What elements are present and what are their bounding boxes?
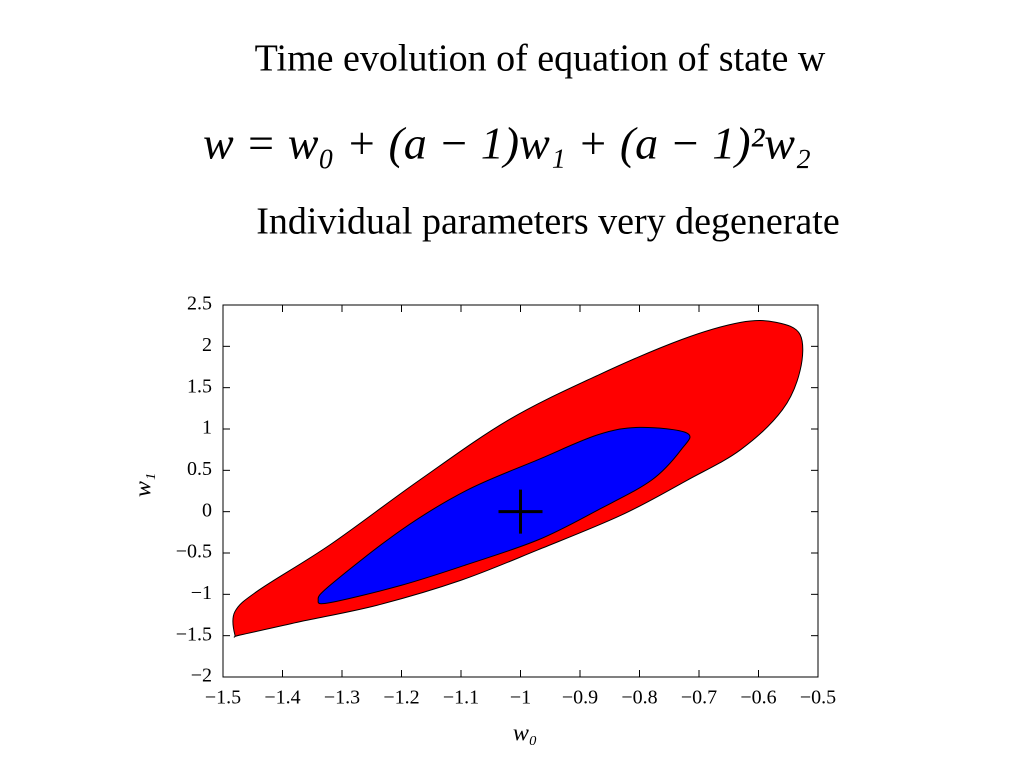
y-tick-label: −1 [191,582,212,604]
x-tick-label: −0.8 [621,687,657,709]
y-tick-label: 0.5 [187,458,212,480]
x-tick-label: −0.9 [562,687,598,709]
fiducial-marker [498,489,543,534]
x-tick-label: −0.7 [681,687,717,709]
x-tick-label: −1 [510,687,531,709]
x-tick-label: −1.2 [383,687,419,709]
y-tick-label: −0.5 [176,541,212,563]
y-tick-label: 0 [202,499,212,521]
y-tick-label: −2 [191,665,212,687]
y-tick-label: 1 [202,417,212,439]
x-tick-label: −1.5 [205,687,241,709]
x-tick-label: −0.6 [740,687,776,709]
x-tick-label: −0.5 [800,687,836,709]
heading: Time evolution of equation of state w [255,38,826,80]
y-tick-label: 1.5 [187,375,212,397]
y-axis-label: w₁ [131,473,157,497]
contour-region [317,426,691,605]
subheading: Individual parameters very degenerate [256,201,839,243]
y-tick-label: 2.5 [187,293,212,315]
x-tick-label: −1.1 [443,687,479,709]
y-tick-label: 2 [202,334,212,356]
y-tick-label: −1.5 [176,623,212,645]
x-tick-label: −1.4 [264,687,300,709]
x-tick-label: −1.3 [324,687,360,709]
equation: w = w₀ + (a − 1)w₁ + (a − 1)²w₂ [203,118,811,169]
x-axis-label: w₀ [513,721,537,747]
